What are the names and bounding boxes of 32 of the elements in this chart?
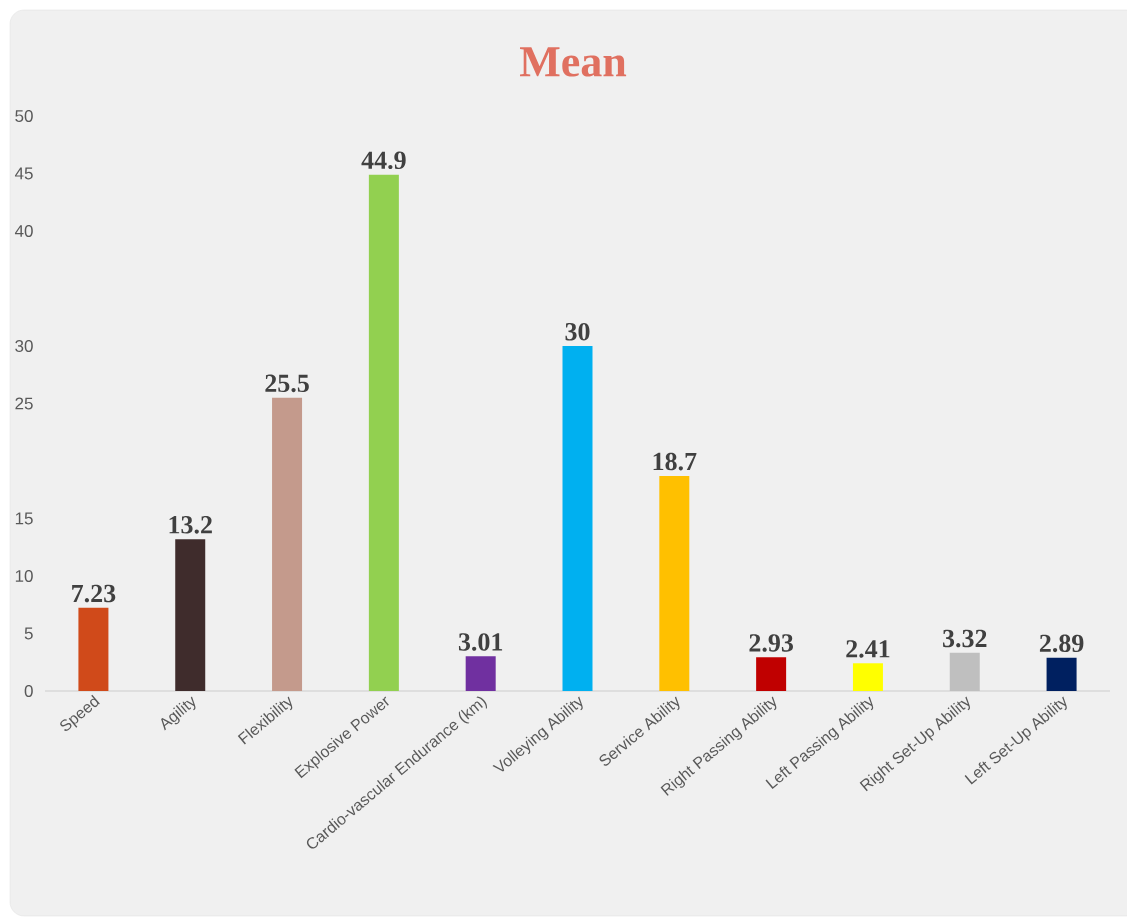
data-label: 2.41 (846, 640, 890, 658)
data-label: 44.9 (361, 151, 406, 170)
bar (659, 475, 690, 691)
data-label: 3.01 (458, 633, 503, 651)
y-tick-label: 50 (15, 109, 33, 123)
y-tick-label: 30 (15, 339, 33, 353)
bar (949, 652, 980, 691)
bar (175, 539, 206, 691)
data-label: 18.7 (653, 452, 697, 471)
bar (562, 345, 593, 691)
bar (465, 656, 496, 691)
y-tick-label: 25 (15, 397, 33, 410)
bar (78, 607, 109, 691)
bar (852, 663, 883, 691)
chart-title: Mean (520, 47, 627, 77)
y-tick-label: 45 (14, 167, 33, 180)
y-tick-label: 40 (14, 224, 33, 238)
data-label: 13.2 (169, 516, 212, 534)
bar (368, 174, 399, 691)
bar (1046, 657, 1077, 691)
bar (272, 397, 303, 691)
data-label: 7.23 (72, 584, 116, 603)
data-label: 2.93 (749, 634, 793, 652)
bar (756, 657, 787, 691)
data-label: 30 (565, 322, 590, 341)
y-tick-label: 5 (24, 627, 33, 640)
y-tick-label: 15 (15, 512, 33, 525)
data-label: 2.89 (1039, 634, 1084, 653)
y-tick-label: 10 (15, 569, 33, 583)
data-label: 3.32 (942, 629, 987, 648)
data-label: 25.5 (265, 374, 309, 393)
y-tick-label: 0 (24, 684, 33, 698)
